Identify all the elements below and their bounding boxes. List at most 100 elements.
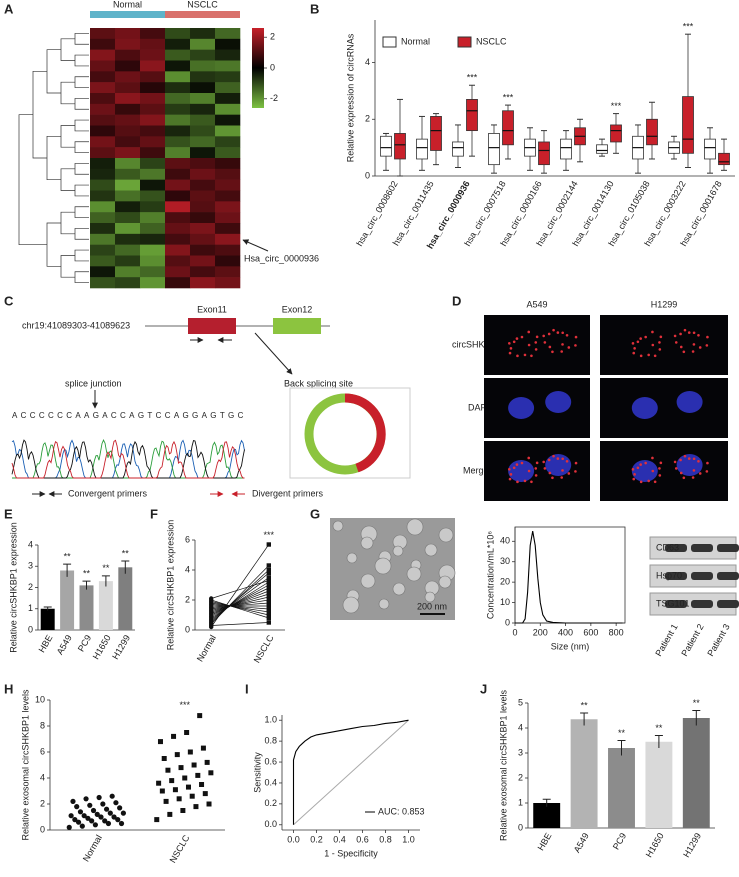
y-tick-label: 0 [518, 822, 523, 832]
point [87, 802, 93, 808]
heat-cell [140, 158, 166, 170]
dendrogram [74, 271, 89, 283]
point [182, 775, 188, 781]
heat-cell [115, 28, 141, 40]
point [266, 582, 271, 588]
y-tick-label: 1 [518, 797, 523, 807]
dendrogram [74, 76, 89, 88]
heat-cell [90, 201, 116, 213]
vesicle [424, 543, 438, 557]
pair-line [211, 602, 269, 608]
heat-cell [140, 277, 166, 289]
signal [639, 337, 642, 340]
heat-cell [165, 82, 191, 94]
box [610, 124, 622, 143]
signal [556, 457, 560, 460]
point [92, 822, 98, 828]
heat-cell [115, 179, 141, 191]
vesicle [342, 596, 360, 614]
pair-line [211, 622, 269, 626]
heat-cell [165, 38, 191, 50]
signal [523, 353, 527, 357]
heat-cell [90, 147, 116, 159]
bar [118, 567, 133, 630]
blot-label: CD63 [656, 542, 679, 552]
signal [697, 333, 700, 337]
point [266, 591, 271, 597]
heat-cell [140, 223, 166, 235]
signal [687, 331, 691, 334]
heat-cell [165, 255, 191, 267]
signal [551, 476, 554, 480]
signal [543, 341, 547, 344]
signal [507, 468, 511, 471]
error-bar [542, 798, 551, 807]
group-bar [90, 11, 165, 18]
signal [633, 347, 636, 350]
signal [706, 461, 709, 465]
point [161, 756, 167, 761]
signal [644, 461, 647, 465]
heat-cell [115, 125, 141, 137]
pair-line [211, 580, 269, 599]
chromatogram [11, 439, 245, 479]
trace [11, 439, 245, 479]
y-tick-label: 0.4 [264, 777, 277, 787]
y-tick-label: 8 [40, 720, 45, 730]
signal [542, 460, 545, 464]
signal [644, 335, 647, 339]
heat-cell [115, 114, 141, 126]
heat-cell [90, 71, 116, 83]
signal [561, 343, 564, 346]
signal [547, 332, 551, 336]
box [646, 118, 658, 146]
signal [647, 353, 650, 357]
x-tick-label: H1650 [644, 831, 666, 859]
pair-line [211, 599, 269, 619]
reference-line [293, 719, 409, 826]
signal [556, 331, 560, 334]
heat-cell [165, 60, 191, 72]
x-tick-label: hsa_circ_0001678 [678, 179, 723, 248]
heat-cell [215, 49, 241, 61]
heat-cell [190, 38, 216, 50]
error-bar [121, 560, 130, 574]
annotation: splice junction [65, 378, 122, 388]
x-tick-label: 0.2 [310, 834, 323, 844]
y-tick-label: 4 [185, 564, 190, 574]
nucleus [508, 460, 535, 482]
band [717, 572, 739, 580]
pair-line [210, 569, 270, 623]
y-axis-title: Relative expression of circRNAs [345, 33, 355, 162]
point [184, 730, 190, 735]
plot-frame [514, 526, 626, 624]
bar [608, 748, 635, 828]
signal [687, 457, 691, 460]
dendrogram [60, 211, 75, 235]
annotation: Back splicing site [284, 378, 353, 388]
signal [632, 351, 636, 355]
dendrogram [32, 70, 47, 159]
point [109, 793, 115, 799]
point [266, 570, 271, 576]
point [83, 796, 89, 802]
heat-cell [90, 212, 116, 224]
pair-line [211, 584, 269, 617]
heat-cell [190, 158, 216, 170]
bar [533, 803, 561, 828]
x-tick-label: 400 [558, 627, 573, 637]
signal [527, 343, 531, 347]
heat-cell [140, 82, 166, 94]
point [199, 782, 205, 787]
heat-cell [90, 223, 116, 235]
point [266, 594, 271, 600]
point [75, 819, 82, 825]
point [105, 820, 112, 827]
dendrogram [74, 163, 89, 175]
panel-letter: I [245, 681, 249, 696]
band [665, 572, 687, 580]
significance: ** [618, 728, 626, 738]
heat-cell [165, 147, 191, 159]
point [111, 814, 117, 820]
